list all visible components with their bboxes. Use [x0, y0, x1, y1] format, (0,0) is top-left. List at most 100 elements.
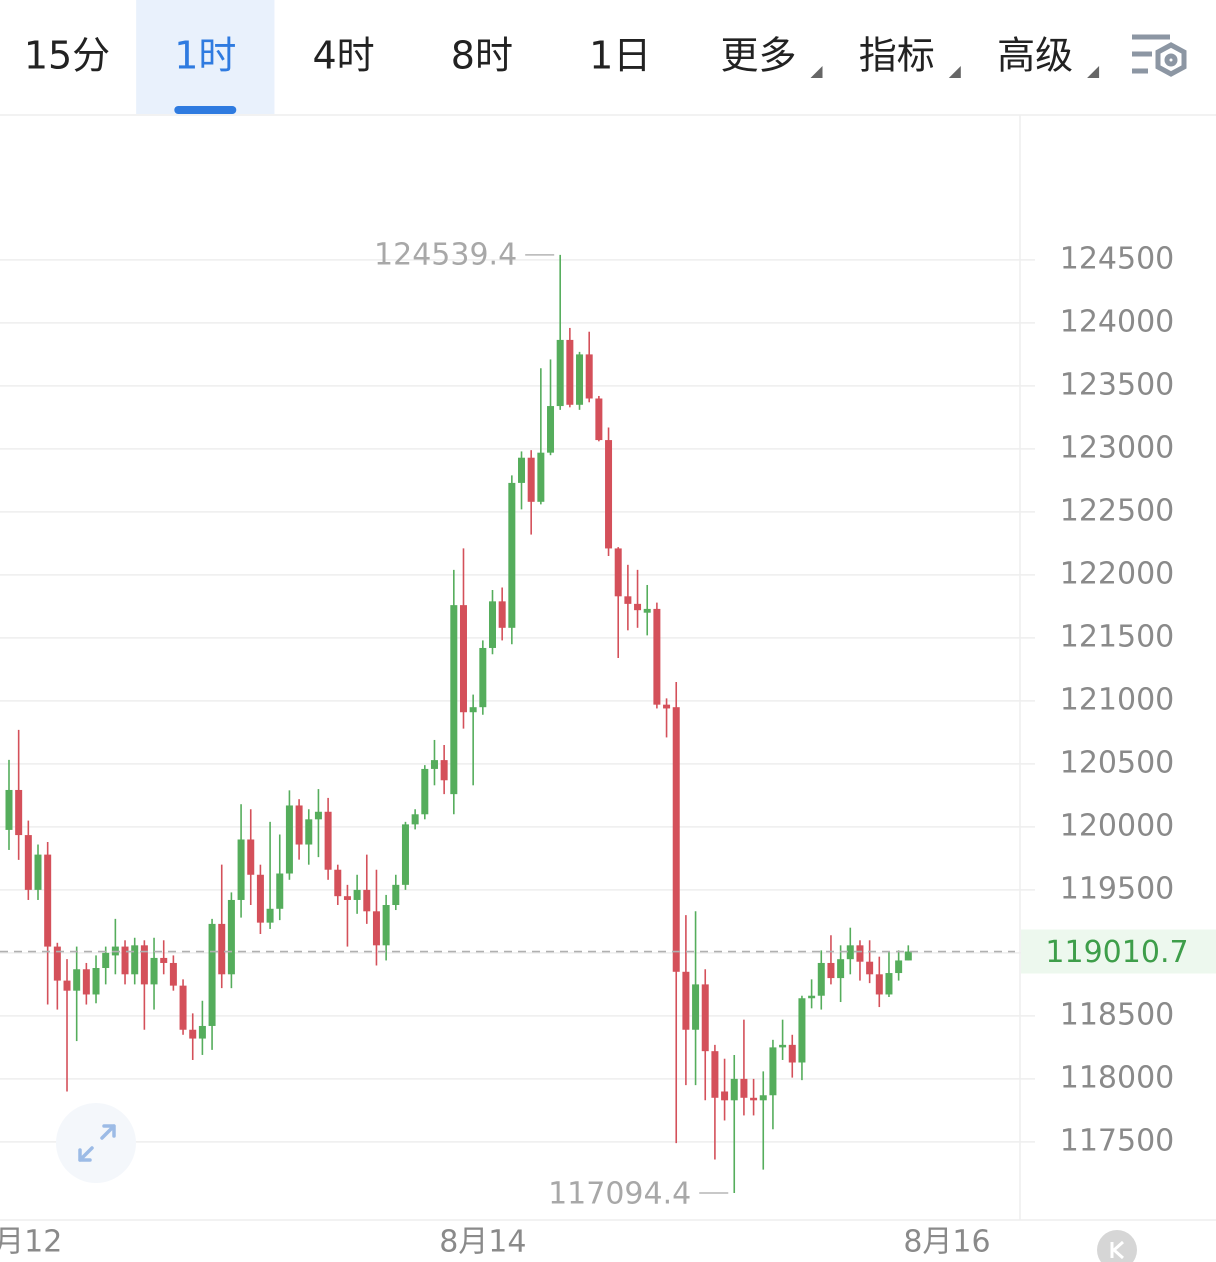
y-tick-label: 123000 — [1060, 430, 1175, 465]
y-tick-label: 118000 — [1060, 1060, 1175, 1095]
candle-body — [624, 596, 632, 604]
candle-body — [721, 1091, 729, 1101]
annotation-label: 124539.4 — [374, 237, 517, 272]
x-tick-label: 8月16 — [903, 1225, 990, 1260]
y-tick-label: 122000 — [1060, 556, 1175, 591]
candle-body — [740, 1078, 748, 1098]
candle-body — [276, 873, 284, 909]
y-tick-label: 119500 — [1060, 871, 1175, 906]
candle-body — [189, 1029, 197, 1039]
tab[interactable]: 4时 — [313, 34, 375, 78]
candle-body — [411, 814, 419, 825]
candle-body — [701, 984, 709, 1052]
candle-body — [556, 339, 564, 407]
reset-button[interactable] — [1097, 1230, 1137, 1262]
candle-body — [218, 923, 226, 975]
candle-body — [343, 896, 351, 900]
candle-body — [382, 905, 390, 946]
y-tick-label: 124000 — [1060, 304, 1175, 339]
candle-body — [459, 605, 467, 713]
candle-body — [363, 889, 371, 912]
candle-body — [798, 998, 806, 1063]
candle-body — [769, 1047, 777, 1096]
candle-body — [73, 969, 81, 991]
candle-body — [450, 605, 458, 795]
candle-body — [372, 911, 380, 946]
tab[interactable]: 高级 — [997, 34, 1100, 79]
tab[interactable]: 8时 — [451, 34, 513, 78]
candle-body — [634, 603, 642, 611]
tab-label: 1日 — [589, 34, 651, 78]
candle-body — [837, 959, 845, 979]
last-price-label: 119010.7 — [1045, 935, 1188, 970]
icon-dot — [1164, 53, 1178, 67]
candle-body — [401, 824, 409, 885]
candle-body — [15, 789, 23, 836]
tab-label: 1时 — [174, 34, 236, 78]
candle-body — [817, 962, 825, 996]
candle-body — [827, 962, 835, 979]
candle-body — [121, 946, 129, 975]
candle-body — [527, 457, 535, 502]
candle-body — [682, 971, 690, 1030]
candle-body — [711, 1051, 719, 1098]
tab-label: 15分 — [24, 34, 110, 78]
y-tick-label: 121500 — [1060, 619, 1175, 654]
candle-body — [518, 457, 526, 483]
tab-label: 8时 — [451, 34, 513, 78]
candle-body — [150, 957, 158, 985]
candle-body — [595, 398, 603, 441]
candle-body — [885, 973, 893, 995]
expand-button[interactable] — [56, 1103, 136, 1183]
candle-body — [82, 969, 90, 995]
tab[interactable]: 指标 — [859, 34, 961, 79]
candle-body — [44, 854, 52, 947]
icon-hex — [1155, 42, 1187, 77]
tab-label: 更多 — [720, 34, 796, 78]
settings-icon[interactable] — [1132, 34, 1187, 77]
candle-body — [875, 974, 883, 995]
reset-icon — [1110, 1240, 1124, 1260]
candle-body — [566, 339, 574, 405]
candle-body — [179, 985, 187, 1030]
candle-body — [537, 452, 545, 502]
candle-body — [227, 899, 235, 975]
candle-body — [779, 1044, 787, 1048]
menu-caret — [1087, 66, 1100, 78]
candle-body — [63, 980, 71, 991]
y-tick-label: 118500 — [1060, 997, 1175, 1032]
tab[interactable]: 1日 — [589, 34, 651, 78]
y-tick-label: 122500 — [1060, 493, 1175, 528]
candle-body — [53, 946, 61, 981]
candle-body — [479, 647, 487, 708]
candle-body — [663, 704, 671, 709]
candle-body — [324, 811, 332, 870]
candle-body — [469, 707, 477, 713]
y-tick-label: 123500 — [1060, 367, 1175, 402]
candle-body — [140, 945, 148, 985]
candle-body — [314, 811, 322, 820]
candle-body — [160, 957, 168, 963]
candle-body — [208, 923, 216, 1026]
candle-body — [576, 354, 584, 405]
expand-icon — [78, 1124, 116, 1162]
candle-body — [730, 1078, 738, 1101]
candle-body — [750, 1097, 758, 1101]
candle-body — [421, 768, 429, 815]
candle-body — [392, 884, 400, 906]
candle-body — [198, 1025, 206, 1039]
candle-body — [585, 354, 593, 399]
candle-body — [498, 601, 506, 628]
candle-body — [895, 960, 903, 974]
tab[interactable]: 1时 — [136, 0, 275, 114]
tab[interactable]: 更多 — [720, 34, 823, 79]
tab[interactable]: 15分 — [24, 34, 110, 78]
candle-body — [605, 440, 613, 549]
candle-body — [24, 835, 32, 890]
candle-body — [102, 952, 110, 969]
y-tick-label: 124500 — [1060, 241, 1175, 276]
candle-body — [653, 608, 661, 705]
candle-body — [692, 984, 700, 1030]
candle-body — [759, 1095, 767, 1101]
last-price-bg — [1021, 929, 1216, 974]
